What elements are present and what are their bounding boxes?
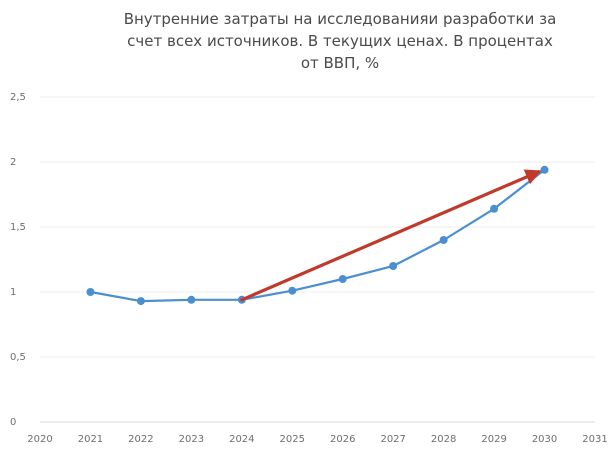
chart-title: Внутренние затраты на исследованияи разр… [90,8,590,74]
data-point [389,262,398,270]
x-tick-label: 2028 [431,434,456,445]
x-tick-label: 2031 [582,434,607,445]
y-tick-label: 2 [10,157,16,168]
data-point [136,297,145,306]
x-tick-label: 2022 [128,434,153,445]
data-point [338,275,347,283]
chart-title-line-1: Внутренние затраты на исследованияи разр… [123,10,557,28]
x-tick-label: 2025 [280,434,305,445]
trend-arrow [240,169,542,302]
y-tick-label: 1 [10,287,16,298]
x-tick-label: 2027 [380,434,405,445]
data-point [439,236,448,244]
series-line [90,168,546,303]
data-point [490,204,499,213]
y-tick-label: 0 [10,417,16,428]
data-point [187,295,196,304]
x-tick-label: 2020 [27,434,52,445]
x-tick-label: 2026 [330,434,355,445]
x-tick-label: 2023 [179,434,204,445]
data-point [86,288,95,296]
chart-title-line-3: от ВВП, % [300,54,380,72]
x-tick-label: 2029 [481,434,506,445]
data-point [540,165,549,174]
y-tick-label: 2,5 [10,92,26,103]
chart-title-line-2: счет всех источников. В текущих ценах. В… [127,32,553,50]
x-tick-label: 2021 [78,434,103,445]
x-tick-label: 2024 [229,434,254,445]
y-tick-label: 1,5 [10,222,26,233]
y-tick-label: 0,5 [10,352,26,363]
data-point [288,286,297,295]
x-tick-label: 2030 [532,434,557,445]
